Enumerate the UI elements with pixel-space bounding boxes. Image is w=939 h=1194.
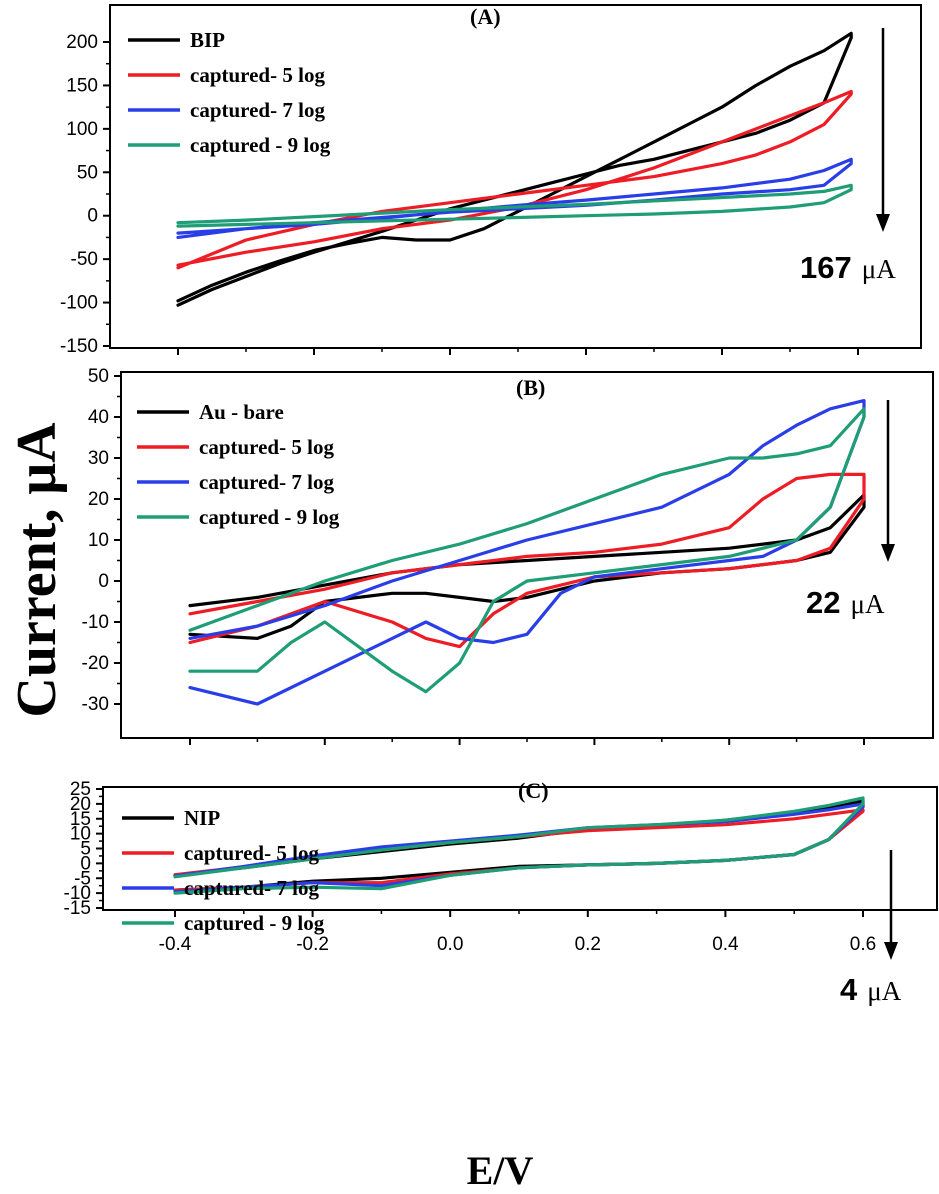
y-tick-label: 150 — [66, 75, 98, 96]
y-tick-label: -50 — [71, 249, 98, 270]
x-tick-label: 0.4 — [712, 934, 739, 955]
y-tick-label: -10 — [64, 883, 91, 904]
legend-label: NIP — [184, 806, 220, 830]
panel-label: (A) — [470, 4, 501, 29]
current-change-value: 167 — [800, 250, 852, 285]
x-tick-label: -0.2 — [296, 934, 329, 955]
y-axis-label: Current, μA — [6, 422, 68, 718]
legend-label: Au - bare — [199, 400, 284, 424]
legend-label: captured- 7 log — [190, 98, 325, 122]
y-tick-label: -30 — [82, 694, 109, 715]
current-change-unit: μA — [850, 589, 884, 619]
series-blue-line — [176, 157, 853, 239]
current-change-label: 167 μA — [800, 250, 896, 285]
y-tick-label: 10 — [88, 530, 109, 551]
current-change-unit: μA — [867, 976, 901, 1006]
y-tick-label: 50 — [77, 162, 98, 183]
y-tick-label: -5 — [74, 868, 91, 889]
arrow-down-icon — [876, 214, 890, 232]
y-tick-label: 40 — [88, 407, 109, 428]
plot-frame — [109, 4, 922, 349]
y-tick-label: 0 — [98, 571, 109, 592]
current-change-value: 4 — [840, 972, 858, 1007]
y-tick-label: -150 — [60, 336, 98, 357]
legend-label: captured- 5 log — [184, 841, 319, 865]
x-tick-label: 0.0 — [437, 934, 463, 955]
y-tick-label: 0 — [87, 206, 98, 227]
arrow-down-icon — [881, 544, 895, 562]
legend-label: captured- 7 log — [199, 470, 334, 494]
y-tick-label: 100 — [66, 119, 98, 140]
series-green-line — [176, 183, 853, 228]
y-tick-label: 20 — [70, 794, 91, 815]
y-tick-label: 20 — [88, 489, 109, 510]
series-red-line — [188, 472, 866, 649]
x-tick-label: 0.2 — [575, 934, 601, 955]
legend-label: BIP — [190, 28, 225, 52]
current-change-label: 22 μA — [806, 585, 885, 620]
legend-label: captured - 9 log — [199, 505, 340, 529]
legend-label: captured- 5 log — [199, 435, 334, 459]
y-tick-label: 30 — [88, 448, 109, 469]
y-tick-label: 200 — [66, 32, 98, 53]
y-tick-label: -20 — [82, 653, 109, 674]
y-tick-label: 10 — [70, 824, 91, 845]
arrow-down-icon — [884, 942, 898, 960]
y-tick-label: 15 — [70, 809, 91, 830]
y-tick-label: 0 — [80, 853, 91, 874]
series-green-line — [188, 407, 866, 694]
y-tick-label: 50 — [88, 366, 109, 387]
legend-label: captured- 7 log — [184, 876, 319, 900]
panel-1: -150 -100 -50 0 50 100 150 200 (A) BIP captured- 5… — [60, 4, 922, 357]
current-change-unit: μA — [862, 254, 896, 284]
x-axis-label: E/V — [467, 1148, 534, 1193]
panel-label: (B) — [516, 375, 545, 400]
y-tick-label: -10 — [82, 612, 109, 633]
y-tick-label: 5 — [80, 839, 91, 860]
legend-label: captured- 5 log — [190, 63, 325, 87]
y-tick-label: 25 — [70, 779, 91, 800]
y-tick-label: -15 — [64, 898, 91, 919]
current-change-label: 4 μA — [840, 972, 902, 1007]
panel-label: (C) — [518, 778, 549, 803]
x-tick-label: -0.4 — [159, 934, 192, 955]
panel-2: -30 -20 -10 0 10 20 30 40 50 (B) Au - bare captured… — [82, 366, 934, 745]
y-tick-label: -100 — [60, 293, 98, 314]
series-black-line — [176, 31, 853, 307]
x-tick-label: 0.6 — [850, 934, 876, 955]
legend-label: captured - 9 log — [190, 133, 331, 157]
legend-label: captured - 9 log — [184, 911, 325, 935]
current-change-value: 22 — [806, 585, 840, 620]
series-green-line — [173, 796, 865, 895]
